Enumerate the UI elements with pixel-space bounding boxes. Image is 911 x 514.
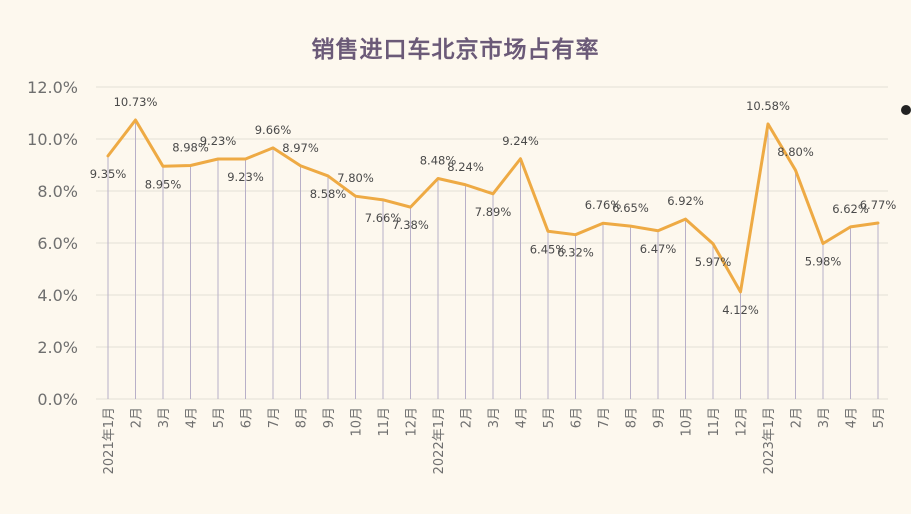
- x-tick-label: 4月: [515, 407, 530, 428]
- x-tick-label: 3月: [817, 407, 832, 428]
- data-label: 8.98%: [172, 141, 209, 155]
- y-tick-label: 6.0%: [37, 234, 78, 253]
- data-label: 6.77%: [860, 198, 897, 212]
- x-tick-label: 5月: [212, 407, 227, 428]
- data-label: 6.45%: [530, 242, 567, 256]
- chart-title: 销售进口车北京市场占有率: [311, 37, 600, 63]
- data-label: 6.92%: [667, 194, 704, 208]
- data-label: 10.73%: [114, 95, 158, 109]
- x-tick-label: 3月: [487, 407, 502, 428]
- x-tick-label: 8月: [625, 407, 640, 428]
- y-axis: 0.0% 2.0% 4.0% 6.0% 8.0% 10.0% 12.0%: [27, 78, 78, 409]
- data-label: 8.95%: [145, 177, 182, 191]
- x-tick-label: 6月: [570, 407, 585, 428]
- data-label: 8.58%: [310, 187, 347, 201]
- x-tick-label: 3月: [157, 407, 172, 428]
- x-tick-label: 11月: [707, 407, 722, 437]
- x-tick-label: 7月: [597, 407, 612, 428]
- y-tick-label: 8.0%: [37, 182, 78, 201]
- y-tick-label: 0.0%: [37, 390, 78, 409]
- x-axis: 2021年1月 2月 3月 4月 5月 6月 7月 8月 9月 10月 11月 12月 2022年1月 2…: [102, 407, 887, 474]
- data-label: 9.23%: [200, 134, 237, 148]
- x-tick-label: 12月: [735, 407, 750, 437]
- data-label: 6.76%: [585, 198, 622, 212]
- x-tick-label: 10月: [350, 407, 365, 437]
- series-line: [106, 118, 880, 294]
- data-label: 8.80%: [777, 145, 814, 159]
- x-tick-label: 5月: [872, 407, 887, 428]
- data-label: 7.89%: [475, 205, 512, 219]
- data-label: 9.24%: [502, 134, 539, 148]
- x-tick-label: 2022年1月: [432, 407, 447, 474]
- data-label: 6.47%: [640, 242, 677, 256]
- x-tick-label: 12月: [405, 407, 420, 437]
- x-tick-label: 9月: [322, 407, 337, 428]
- data-labels: 9.35%10.73%8.95%8.98%9.23%9.23%9.66%8.97…: [90, 95, 897, 317]
- x-tick-label: 5月: [542, 407, 557, 428]
- edge-dot: [901, 105, 911, 115]
- x-tick-label: 8月: [295, 407, 310, 428]
- x-tick-label: 10月: [680, 407, 695, 437]
- data-label: 6.65%: [612, 201, 649, 215]
- x-tick-label: 9月: [652, 407, 667, 428]
- x-tick-label: 11月: [377, 407, 392, 437]
- data-label: 9.23%: [227, 170, 264, 184]
- data-label: 7.80%: [337, 171, 374, 185]
- data-label: 9.35%: [90, 167, 127, 181]
- data-label: 10.58%: [746, 99, 790, 113]
- y-tick-label: 10.0%: [27, 130, 78, 149]
- x-tick-label: 2023年1月: [762, 407, 777, 474]
- data-label: 9.66%: [255, 123, 292, 137]
- series-line-layer: [106, 118, 880, 294]
- data-label: 7.38%: [392, 218, 429, 232]
- data-label: 5.98%: [805, 255, 842, 269]
- data-label: 8.24%: [447, 160, 484, 174]
- data-label: 7.66%: [365, 211, 402, 225]
- y-tick-label: 2.0%: [37, 338, 78, 357]
- x-tick-label: 2021年1月: [102, 407, 117, 474]
- x-tick-label: 4月: [185, 407, 200, 428]
- x-tick-label: 2月: [130, 407, 145, 428]
- data-label: 6.32%: [557, 246, 594, 260]
- x-tick-label: 2月: [460, 407, 475, 428]
- decoration: [901, 105, 911, 115]
- x-tick-label: 6月: [240, 407, 255, 428]
- x-tick-label: 7月: [267, 407, 282, 428]
- y-tick-label: 4.0%: [37, 286, 78, 305]
- data-label: 8.48%: [420, 154, 457, 168]
- data-label: 8.97%: [282, 141, 319, 155]
- x-tick-label: 2月: [790, 407, 805, 428]
- gridlines: [96, 86, 888, 400]
- data-label: 4.12%: [722, 303, 759, 317]
- x-tick-label: 4月: [845, 407, 860, 428]
- drop-lines: [107, 120, 879, 399]
- y-tick-label: 12.0%: [27, 78, 78, 97]
- data-label: 5.97%: [695, 255, 732, 269]
- data-label: 6.62%: [832, 202, 869, 216]
